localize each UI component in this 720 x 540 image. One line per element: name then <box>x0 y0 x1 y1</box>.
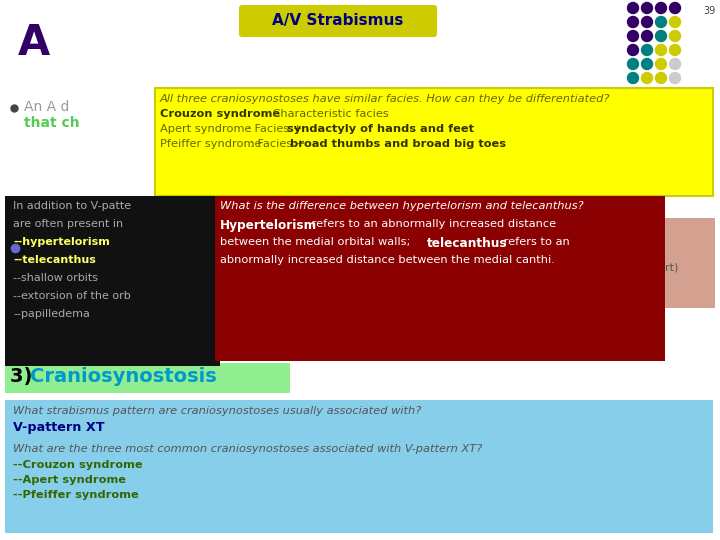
Circle shape <box>628 44 639 56</box>
Text: 39: 39 <box>703 6 715 16</box>
Text: between the medial orbital walls;: between the medial orbital walls; <box>220 237 414 247</box>
Text: are often present in: are often present in <box>13 219 123 229</box>
Text: --extorsion of the orb: --extorsion of the orb <box>13 291 131 301</box>
Text: In addition to V-patte: In addition to V-patte <box>13 201 131 211</box>
Circle shape <box>655 3 667 14</box>
Circle shape <box>642 17 652 28</box>
Circle shape <box>655 17 667 28</box>
Text: V-pattern XT: V-pattern XT <box>13 421 104 434</box>
Text: What strabismus pattern are craniosynostoses usually associated with?: What strabismus pattern are craniosynost… <box>13 406 421 416</box>
Circle shape <box>655 58 667 70</box>
Text: : Characteristic facies: : Characteristic facies <box>265 109 389 119</box>
Circle shape <box>642 3 652 14</box>
Text: Pfeiffer syndrome: Pfeiffer syndrome <box>160 139 261 149</box>
Circle shape <box>670 17 680 28</box>
Circle shape <box>628 58 639 70</box>
Circle shape <box>670 3 680 14</box>
Text: --Crouzon syndrome: --Crouzon syndrome <box>13 460 143 470</box>
Text: --Apert syndrome: --Apert syndrome <box>13 475 126 485</box>
Text: rt): rt) <box>665 263 678 273</box>
Text: --shallow orbits: --shallow orbits <box>13 273 98 283</box>
Text: An A d: An A d <box>24 100 69 114</box>
Bar <box>5 363 290 393</box>
Circle shape <box>670 44 680 56</box>
Circle shape <box>655 30 667 42</box>
Text: A/V Strabismus: A/V Strabismus <box>272 14 404 29</box>
Circle shape <box>670 30 680 42</box>
Text: --papilledema: --papilledema <box>13 309 90 319</box>
Circle shape <box>628 17 639 28</box>
Text: Hypertelorism: Hypertelorism <box>220 219 318 232</box>
Bar <box>5 400 713 533</box>
Bar <box>155 88 713 196</box>
Circle shape <box>628 3 639 14</box>
Text: that ch: that ch <box>24 116 80 130</box>
Circle shape <box>628 30 639 42</box>
Text: --telecanthus: --telecanthus <box>13 255 96 265</box>
Circle shape <box>642 30 652 42</box>
Text: abnormally increased distance between the medial canthi.: abnormally increased distance between th… <box>220 255 555 265</box>
Text: Apert syndrome: Apert syndrome <box>160 124 251 134</box>
Bar <box>5 196 220 366</box>
Text: : Facies +: : Facies + <box>247 124 306 134</box>
Text: All three craniosynostoses have similar facies. How can they be differentiated?: All three craniosynostoses have similar … <box>160 94 611 104</box>
Text: --hypertelorism: --hypertelorism <box>13 237 109 247</box>
Circle shape <box>628 72 639 84</box>
Circle shape <box>642 72 652 84</box>
Text: refers to an: refers to an <box>500 237 570 247</box>
Bar <box>215 196 665 361</box>
Circle shape <box>642 58 652 70</box>
Circle shape <box>642 44 652 56</box>
Circle shape <box>670 72 680 84</box>
Text: : Facies +: : Facies + <box>250 139 309 149</box>
Text: syndactyly of hands and feet: syndactyly of hands and feet <box>287 124 474 134</box>
Text: broad thumbs and broad big toes: broad thumbs and broad big toes <box>290 139 506 149</box>
Text: What are the three most common craniosynostoses associated with V-pattern XT?: What are the three most common craniosyn… <box>13 444 482 454</box>
Text: Crouzon syndrome: Crouzon syndrome <box>160 109 280 119</box>
Text: telecanthus: telecanthus <box>427 237 508 250</box>
Text: What is the difference between hypertelorism and telecanthus?: What is the difference between hypertelo… <box>220 201 584 211</box>
Bar <box>660 218 715 308</box>
Text: 3): 3) <box>10 367 39 386</box>
Text: Craniosynostosis: Craniosynostosis <box>30 367 217 386</box>
FancyBboxPatch shape <box>239 5 437 37</box>
Circle shape <box>655 72 667 84</box>
Bar <box>155 155 355 225</box>
Circle shape <box>655 44 667 56</box>
Text: A: A <box>18 22 50 64</box>
Text: --Pfeiffer syndrome: --Pfeiffer syndrome <box>13 490 139 500</box>
Circle shape <box>670 58 680 70</box>
Text: refers to an abnormally increased distance: refers to an abnormally increased distan… <box>308 219 556 229</box>
